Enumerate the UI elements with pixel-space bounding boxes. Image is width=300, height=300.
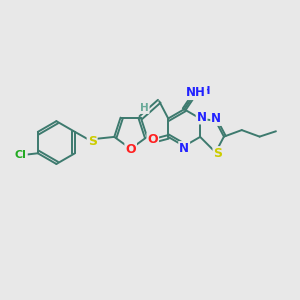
Text: NH: NH (192, 86, 210, 96)
Text: S: S (214, 147, 223, 160)
Text: H: H (140, 103, 149, 113)
Text: N: N (179, 142, 189, 155)
Text: O: O (125, 143, 136, 156)
Text: N: N (211, 112, 221, 125)
Text: N: N (196, 110, 207, 124)
Text: O: O (148, 134, 158, 146)
Text: Cl: Cl (15, 150, 27, 160)
Text: S: S (88, 135, 97, 148)
Text: NH: NH (186, 86, 206, 99)
